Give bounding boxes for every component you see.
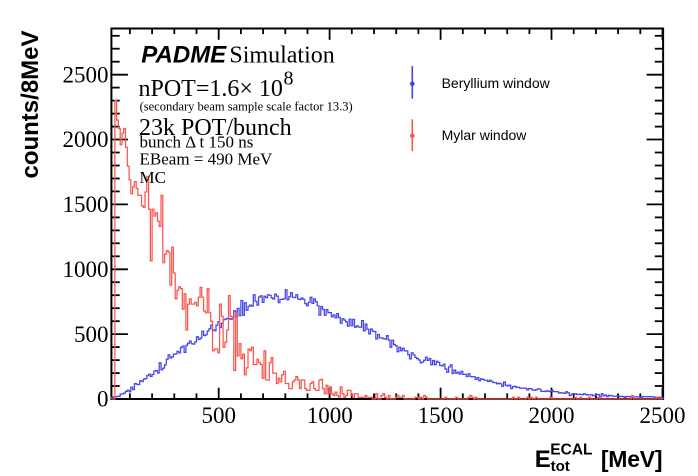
svg-text:counts/8MeV: counts/8MeV bbox=[17, 30, 44, 178]
svg-text:MC: MC bbox=[140, 168, 166, 187]
svg-text:2500: 2500 bbox=[63, 62, 109, 87]
svg-text:E: E bbox=[535, 446, 551, 473]
svg-text:PADME: PADME bbox=[141, 42, 227, 69]
svg-text:1000: 1000 bbox=[63, 257, 109, 282]
svg-text:(secondary beam sample scale f: (secondary beam sample scale factor 13.3… bbox=[140, 99, 353, 113]
svg-text:ECAL: ECAL bbox=[550, 442, 592, 459]
svg-text:2000: 2000 bbox=[63, 127, 109, 152]
svg-text:500: 500 bbox=[74, 322, 109, 347]
svg-text:EBeam = 490 MeV: EBeam = 490 MeV bbox=[140, 149, 274, 168]
svg-text:nPOT=1.6× 10: nPOT=1.6× 10 bbox=[139, 76, 283, 102]
svg-text:23k POT/bunch: 23k POT/bunch bbox=[139, 115, 292, 141]
svg-text:[MeV]: [MeV] bbox=[601, 446, 662, 472]
svg-text:1500: 1500 bbox=[63, 192, 109, 217]
svg-text:Beryllium window: Beryllium window bbox=[442, 75, 551, 91]
svg-text:tot: tot bbox=[551, 458, 570, 475]
svg-text:2000: 2000 bbox=[529, 403, 575, 428]
svg-text:1500: 1500 bbox=[418, 403, 464, 428]
svg-text:Simulation: Simulation bbox=[229, 43, 334, 69]
svg-text:1000: 1000 bbox=[307, 403, 353, 428]
svg-text:8: 8 bbox=[284, 67, 294, 89]
svg-text:500: 500 bbox=[201, 403, 236, 428]
svg-text:2500: 2500 bbox=[640, 403, 686, 428]
svg-text:Mylar window: Mylar window bbox=[442, 127, 528, 143]
svg-text:bunch Δ t 150 ns: bunch Δ t 150 ns bbox=[140, 133, 254, 152]
svg-text:0: 0 bbox=[97, 387, 109, 412]
